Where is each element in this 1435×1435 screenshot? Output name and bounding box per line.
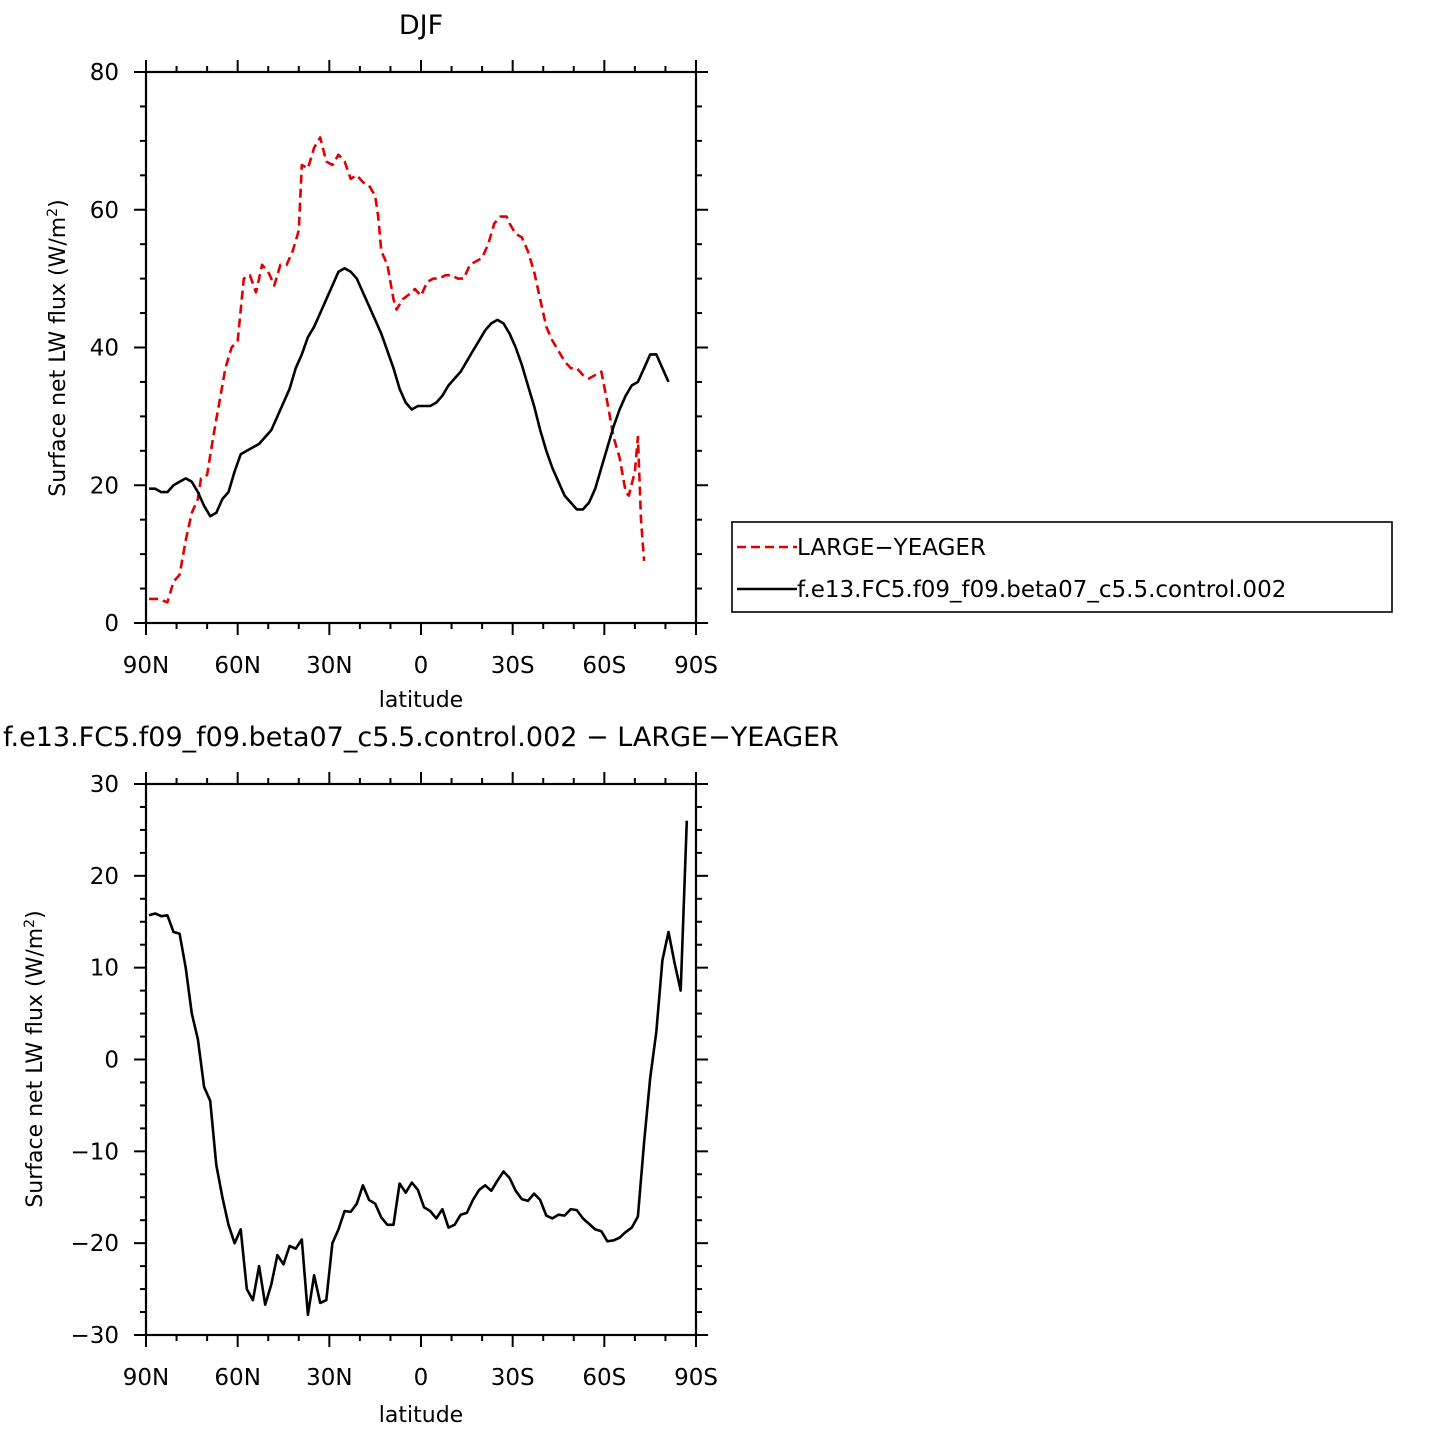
bottom-y-tick-label: −20 bbox=[70, 1231, 119, 1257]
top-x-tick-label: 30N bbox=[306, 653, 352, 679]
bottom-x-axis-title: latitude bbox=[379, 1403, 463, 1428]
bottom-x-tick-label: 30N bbox=[306, 1365, 352, 1391]
bottom-series-line-difference bbox=[148, 820, 689, 1317]
bottom-plot-title: f.e13.FC5.f09_f09.beta07_c5.5.control.00… bbox=[3, 722, 839, 753]
legend-label-large-yeager: LARGE−YEAGER bbox=[797, 535, 986, 561]
bottom-panel: f.e13.FC5.f09_f09.beta07_c5.5.control.00… bbox=[3, 722, 839, 1428]
bottom-y-tick-label: 20 bbox=[90, 864, 119, 890]
legend: LARGE−YEAGER f.e13.FC5.f09_f09.beta07_c5… bbox=[731, 521, 1393, 613]
bottom-y-tick-label: 10 bbox=[90, 956, 119, 982]
top-x-tick-label: 0 bbox=[414, 653, 429, 679]
bottom-plot-frame bbox=[144, 782, 698, 1337]
top-y-tick-label: 60 bbox=[90, 198, 119, 224]
top-y-tick-label: 20 bbox=[90, 473, 119, 499]
top-series-line-large-yeager bbox=[149, 136, 646, 604]
legend-box bbox=[731, 521, 1393, 613]
top-y-axis-title: Surface net LW flux (W/m2) bbox=[45, 199, 71, 496]
top-x-tick-label: 90N bbox=[123, 653, 169, 679]
top-x-tick-label: 60S bbox=[582, 653, 626, 679]
bottom-y-axis-superscript: 2 bbox=[22, 919, 38, 928]
top-plot-frame bbox=[144, 70, 698, 625]
top-plot-title: DJF bbox=[399, 10, 443, 41]
bottom-x-tick-label: 30S bbox=[491, 1365, 535, 1391]
legend-label-model: f.e13.FC5.f09_f09.beta07_c5.5.control.00… bbox=[797, 577, 1286, 603]
top-tick-labels: 90N 60N 30N 0 30S 60S 90S 0 20 40 60 80 bbox=[90, 60, 718, 679]
bottom-y-tick-label: −10 bbox=[70, 1139, 119, 1165]
top-x-tick-label: 60N bbox=[214, 653, 260, 679]
bottom-tick-labels: 90N 60N 30N 0 30S 60S 90S −30 −20 −10 0 10 20 30 bbox=[70, 772, 717, 1391]
bottom-y-axis-title: Surface net LW flux (W/m2) bbox=[22, 910, 48, 1207]
bottom-data-lines bbox=[148, 820, 689, 1317]
top-panel: DJF 90N 60N 30N 0 30S 60S 90S 0 20 40 60 80 latitud… bbox=[45, 10, 718, 713]
bottom-x-tick-label: 60N bbox=[214, 1365, 260, 1391]
top-y-tick-label: 40 bbox=[90, 336, 119, 362]
top-y-tick-label: 0 bbox=[104, 611, 119, 637]
bottom-x-tick-label: 0 bbox=[414, 1365, 429, 1391]
top-series-line-model bbox=[149, 267, 670, 518]
bottom-y-tick-label: 0 bbox=[104, 1048, 119, 1074]
top-x-tick-label: 30S bbox=[491, 653, 535, 679]
top-ticks bbox=[134, 60, 708, 635]
top-x-axis-title: latitude bbox=[379, 688, 463, 713]
top-y-axis-superscript: 2 bbox=[45, 208, 61, 217]
top-y-tick-label: 80 bbox=[90, 60, 119, 86]
top-data-lines bbox=[149, 136, 670, 604]
bottom-x-tick-label: 90S bbox=[674, 1365, 718, 1391]
bottom-x-tick-label: 60S bbox=[582, 1365, 626, 1391]
top-x-tick-label: 90S bbox=[674, 653, 718, 679]
bottom-x-tick-label: 90N bbox=[123, 1365, 169, 1391]
bottom-y-tick-label: 30 bbox=[90, 772, 119, 798]
bottom-ticks bbox=[134, 772, 708, 1347]
bottom-y-tick-label: −30 bbox=[70, 1323, 119, 1349]
